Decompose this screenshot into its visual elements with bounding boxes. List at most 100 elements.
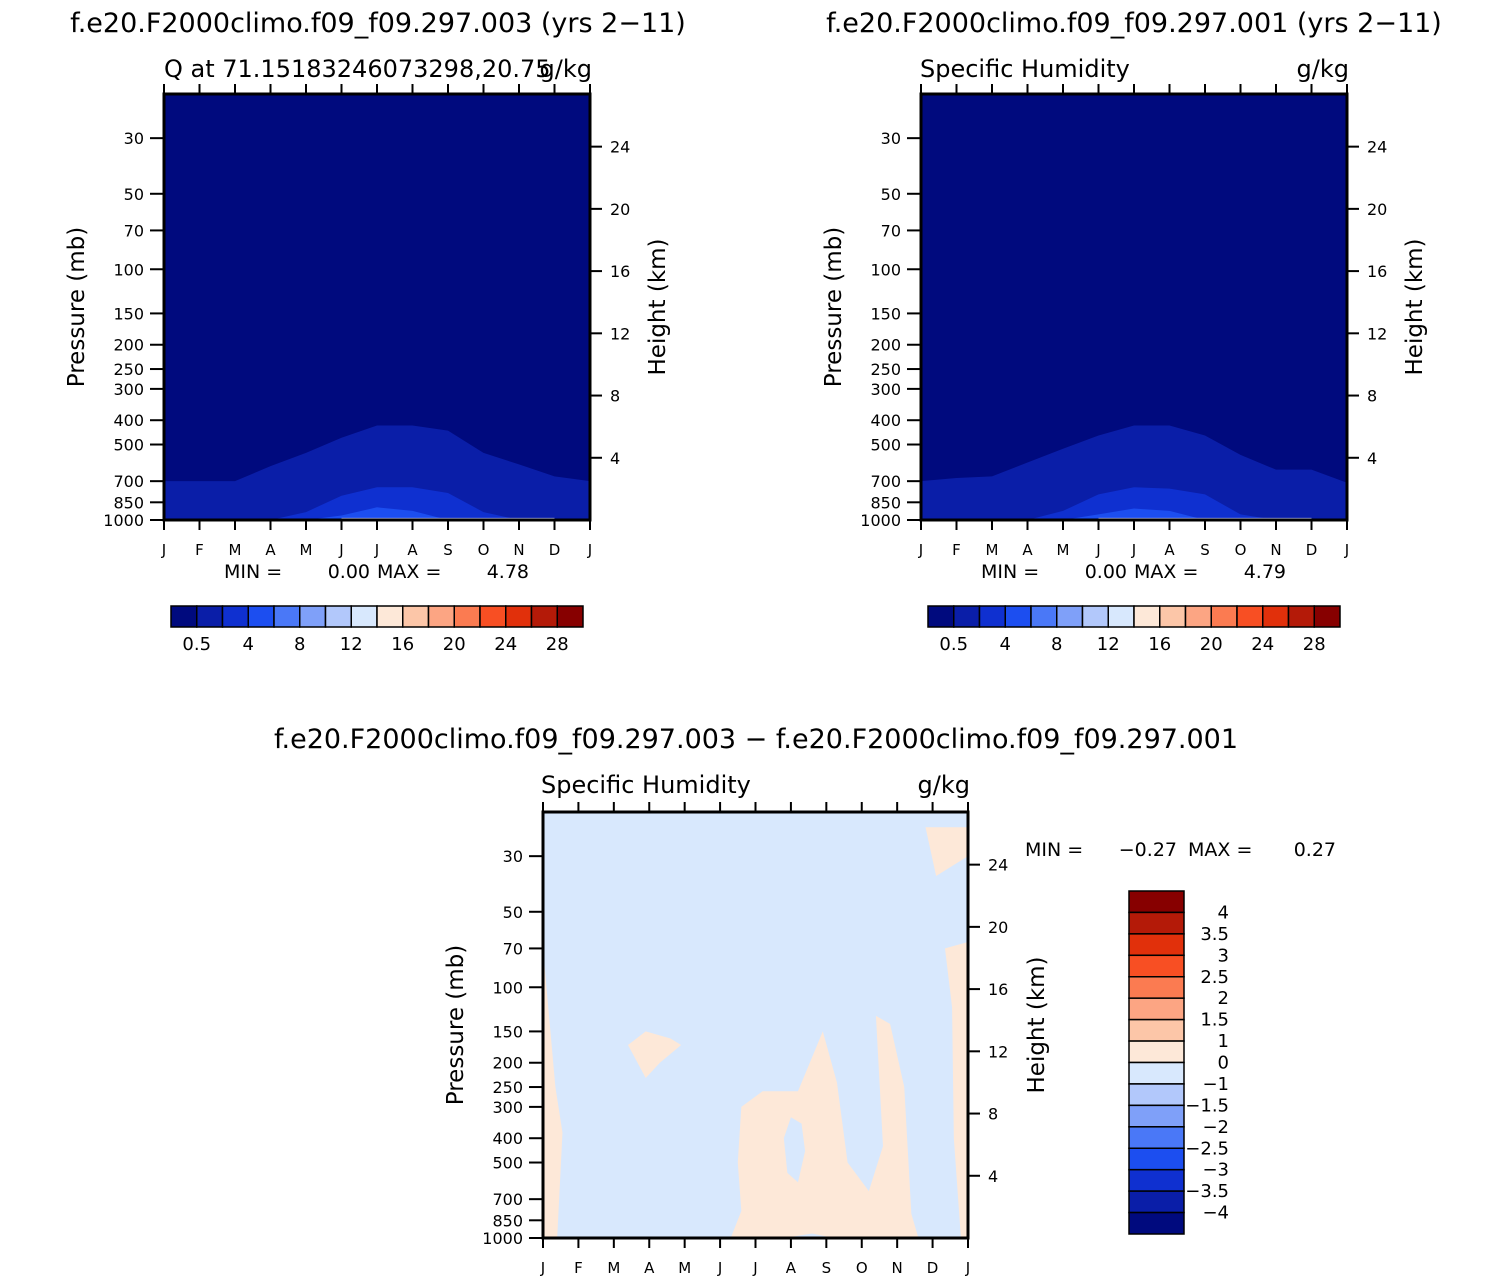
pressure-tick-label: 30 xyxy=(503,847,523,866)
month-label: O xyxy=(1235,541,1247,559)
month-label: O xyxy=(856,1259,868,1277)
height-tick-label: 4 xyxy=(1367,449,1377,468)
positive-region-4 xyxy=(628,1031,682,1078)
y2-axis-label: Height (km) xyxy=(645,238,671,375)
positive-region-1 xyxy=(543,948,563,1238)
colorbar-box xyxy=(1128,1104,1185,1128)
month-label: M xyxy=(678,1259,691,1277)
colorbar-box xyxy=(1159,605,1187,628)
month-label: J xyxy=(338,541,343,559)
pressure-tick-label: 30 xyxy=(124,129,144,148)
pressure-tick-label: 850 xyxy=(870,493,901,512)
month-label: M xyxy=(1057,541,1070,559)
colorbar-box xyxy=(247,605,275,628)
panel-case-001: f.e20.F2000climo.f09_f09.297.001 (yrs 2−… xyxy=(821,8,1442,655)
panel-case-title: f.e20.F2000climo.f09_f09.297.001 (yrs 2−… xyxy=(826,8,1442,39)
month-label: J xyxy=(1344,541,1349,559)
pressure-tick-label: 500 xyxy=(113,436,144,455)
colorbar: 0.5 4 8 12 16 20 24 28 xyxy=(170,605,584,655)
colorbar-box xyxy=(299,605,327,628)
colorbar-label: −2.5 xyxy=(1185,1138,1229,1159)
colorbar-box xyxy=(170,605,198,628)
colorbar-box xyxy=(1128,1018,1185,1042)
panel-units: g/kg xyxy=(540,55,592,83)
positive-region-5 xyxy=(730,1015,919,1238)
pressure-tick-label: 100 xyxy=(870,260,901,279)
height-tick-label: 4 xyxy=(610,449,620,468)
colorbar-label: 8 xyxy=(294,634,305,655)
colorbar-label: −1 xyxy=(1202,1074,1229,1095)
pressure-tick-label: 200 xyxy=(870,336,901,355)
pressure-tick-label: 200 xyxy=(492,1054,523,1073)
pressure-tick-label: 700 xyxy=(492,1190,523,1209)
pressure-tick-label: 100 xyxy=(492,978,523,997)
min-label: MIN = xyxy=(224,561,282,583)
month-label: F xyxy=(574,1259,583,1277)
colorbar-box xyxy=(376,605,404,628)
pressure-tick-label: 200 xyxy=(113,336,144,355)
y-axis-label: Pressure (mb) xyxy=(443,945,469,1105)
colorbar-label: 12 xyxy=(340,634,363,655)
month-label: N xyxy=(892,1259,903,1277)
colorbar-label: 1.5 xyxy=(1200,1010,1229,1031)
max-label: MAX = xyxy=(1134,561,1198,583)
colorbar-box xyxy=(1184,605,1212,628)
pressure-tick-label: 50 xyxy=(881,185,901,204)
month-label: A xyxy=(265,541,276,559)
height-tick-label: 20 xyxy=(1367,200,1387,219)
month-label: A xyxy=(1022,541,1033,559)
month-label: S xyxy=(443,541,453,559)
colorbar-box xyxy=(1210,605,1238,628)
min-value: 0.00 xyxy=(328,561,370,583)
panel-difference: f.e20.F2000climo.f09_f09.297.003 − f.e20… xyxy=(274,724,1336,1277)
colorbar-box xyxy=(427,605,455,628)
colorbar-label: 1 xyxy=(1218,1031,1229,1052)
panel-units: g/kg xyxy=(1297,55,1349,83)
colorbar-label: −4 xyxy=(1202,1203,1229,1224)
colorbar-label: 4 xyxy=(1218,902,1229,923)
min-label: MIN = xyxy=(1025,839,1083,861)
month-label: J xyxy=(1095,541,1100,559)
colorbar-box xyxy=(1128,1083,1185,1107)
panel-left-label: Specific Humidity xyxy=(541,771,751,799)
colorbar-box xyxy=(1030,605,1058,628)
colorbar-box xyxy=(1081,605,1109,628)
colorbar-box xyxy=(196,605,224,628)
pressure-tick-label: 100 xyxy=(113,260,144,279)
colorbar-label: 0 xyxy=(1218,1053,1229,1074)
colorbar-label: −3 xyxy=(1202,1160,1229,1181)
pressure-tick-label: 150 xyxy=(113,304,144,323)
min-label: MIN = xyxy=(981,561,1039,583)
month-label: J xyxy=(161,541,166,559)
colorbar-label: 28 xyxy=(546,634,569,655)
colorbar-box xyxy=(1262,605,1290,628)
pressure-tick-label: 150 xyxy=(492,1022,523,1041)
height-tick-label: 24 xyxy=(1367,138,1387,157)
month-label: J xyxy=(374,541,379,559)
month-label: A xyxy=(644,1259,655,1277)
contour-fill-1 xyxy=(921,487,1347,520)
colorbar-label: 3.5 xyxy=(1200,924,1229,945)
colorbar-label: 24 xyxy=(1251,634,1274,655)
min-value: 0.00 xyxy=(1085,561,1127,583)
colorbar-box xyxy=(1128,1211,1185,1235)
height-tick-label: 12 xyxy=(1367,324,1387,343)
colorbar-label: 4 xyxy=(243,634,254,655)
height-tick-label: 4 xyxy=(988,1167,998,1186)
colorbar-box xyxy=(505,605,533,628)
colorbar-box xyxy=(479,605,507,628)
pressure-tick-label: 850 xyxy=(113,493,144,512)
pressure-tick-label: 700 xyxy=(113,472,144,491)
panel-left-label: Q at 71.15183246073298,20.75 xyxy=(164,55,551,83)
month-label: F xyxy=(195,541,204,559)
pressure-tick-label: 30 xyxy=(881,129,901,148)
colorbar-box xyxy=(1128,954,1185,978)
panel-units: g/kg xyxy=(918,771,970,799)
month-label: M xyxy=(986,541,999,559)
colorbar-box xyxy=(1128,1040,1185,1064)
month-label: F xyxy=(952,541,961,559)
colorbar-box xyxy=(221,605,249,628)
colorbar-box xyxy=(1128,911,1185,935)
